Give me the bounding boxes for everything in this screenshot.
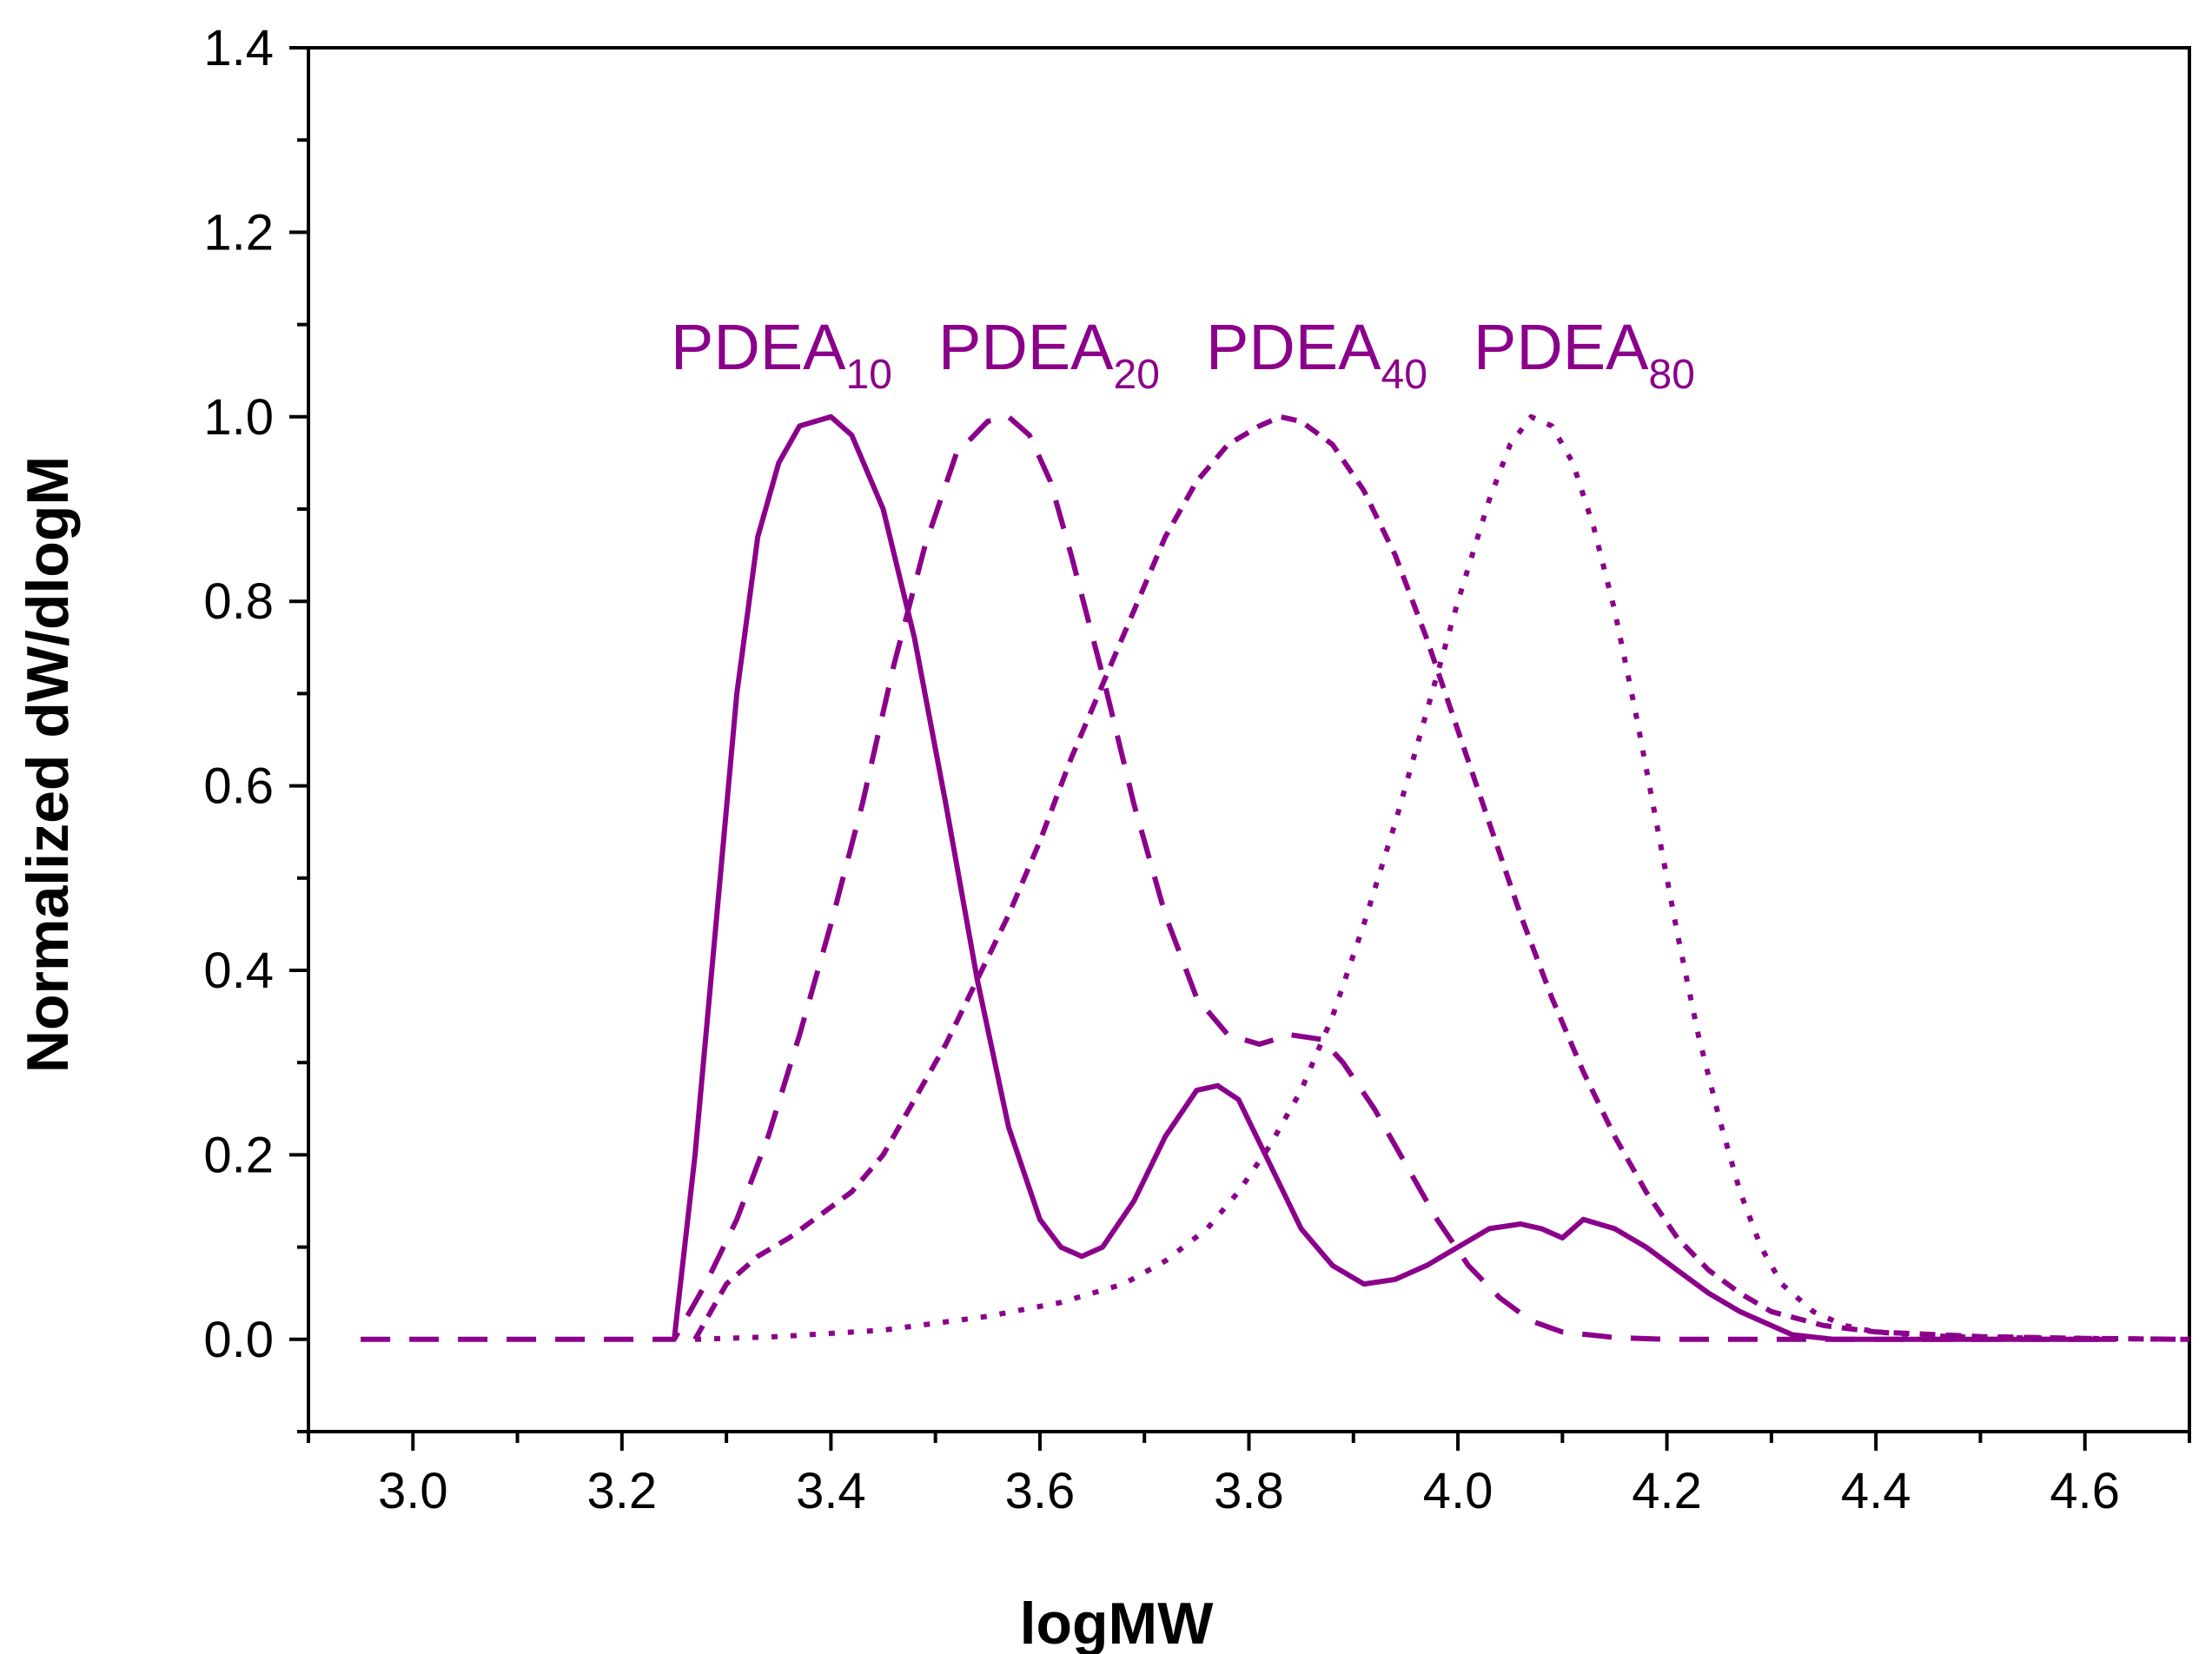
x-tick-label: 4.4 xyxy=(1841,1463,1911,1519)
x-tick-label: 3.8 xyxy=(1214,1463,1284,1519)
series-line-pdea80 xyxy=(694,414,2190,1342)
x-tick-label: 3.4 xyxy=(796,1463,866,1519)
x-tick-label: 3.6 xyxy=(1005,1463,1076,1519)
y-tick-label: 0.4 xyxy=(203,943,274,999)
y-tick-label: 0.2 xyxy=(203,1127,274,1183)
series-line-pdea10 xyxy=(672,414,2116,1342)
x-tick-label: 3.0 xyxy=(378,1463,448,1519)
series-labels: PDEA10 PDEA20 PDEA40 PDEA80 xyxy=(671,311,1695,398)
x-tick-label: 4.0 xyxy=(1423,1463,1493,1519)
x-tick-label: 3.2 xyxy=(587,1463,658,1519)
series-label-pdea20: PDEA20 xyxy=(938,311,1160,398)
x-axis-title: logMW xyxy=(1020,1591,1215,1654)
series-line-pdea40 xyxy=(692,414,2190,1342)
plot-border xyxy=(307,46,2191,1433)
y-tick-label: 0.0 xyxy=(203,1312,274,1368)
y-tick-label: 1.4 xyxy=(203,20,274,76)
series-lines xyxy=(361,414,2190,1342)
x-axis: 3.0 3.2 3.4 3.6 3.8 4.0 4.2 4.4 4.6 xyxy=(307,1432,2191,1519)
series-line-pdea20 xyxy=(361,414,2116,1342)
x-tick-label: 4.2 xyxy=(1632,1463,1702,1519)
plot-frame xyxy=(307,46,2191,1433)
series-label-pdea40: PDEA40 xyxy=(1206,311,1427,398)
y-tick-label: 1.0 xyxy=(203,389,274,446)
y-axis-title: Normalized dW/dlogM xyxy=(15,456,81,1073)
y-tick-label: 0.8 xyxy=(203,573,274,630)
series-label-pdea10: PDEA10 xyxy=(671,311,892,398)
y-axis: 0.0 0.2 0.4 0.6 0.8 1.0 1.2 1.4 xyxy=(203,20,308,1433)
y-tick-label: 0.6 xyxy=(203,758,274,815)
y-tick-label: 1.2 xyxy=(203,204,274,261)
x-tick-label: 4.6 xyxy=(2050,1463,2120,1519)
series-label-pdea80: PDEA80 xyxy=(1474,311,1695,398)
